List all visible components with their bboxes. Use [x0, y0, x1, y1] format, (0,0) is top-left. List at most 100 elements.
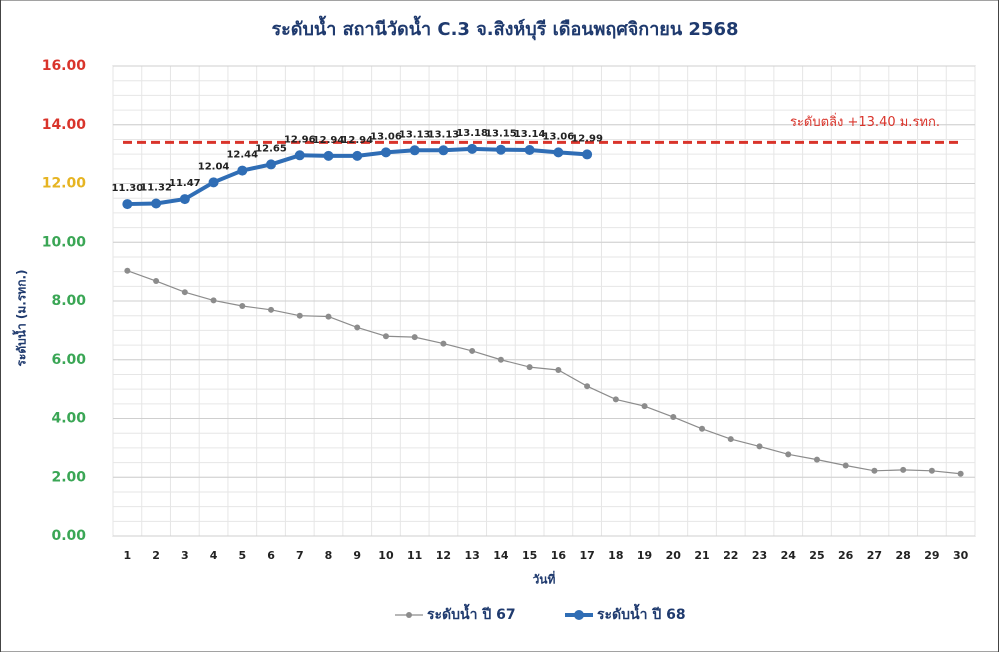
point	[555, 367, 562, 374]
x-tick-label: 30	[953, 549, 969, 562]
point	[727, 436, 734, 443]
point	[900, 466, 907, 473]
data-label: 12.65	[255, 143, 287, 154]
point	[467, 143, 478, 154]
x-tick-label: 6	[267, 549, 275, 562]
point	[380, 147, 391, 158]
y-tick-label: 6.00	[51, 352, 86, 368]
y-tick-label: 4.00	[51, 411, 86, 427]
point	[438, 145, 449, 156]
x-tick-label: 5	[238, 549, 246, 562]
data-label: 13.06	[370, 131, 402, 142]
point	[670, 414, 677, 421]
x-tick-label: 23	[752, 549, 767, 562]
data-label: 13.14	[514, 129, 546, 140]
y-tick-label: 8.00	[51, 293, 86, 309]
data-label: 13.15	[485, 129, 517, 140]
x-tick-label: 17	[579, 549, 594, 562]
data-label: 11.30	[112, 183, 144, 194]
y-tick-label: 10.00	[42, 234, 87, 250]
y-tick-label: 2.00	[51, 469, 86, 485]
data-label: 13.06	[543, 131, 575, 142]
point	[296, 312, 303, 319]
point	[382, 333, 389, 340]
point	[612, 396, 619, 403]
y-tick-label: 14.00	[42, 117, 87, 133]
y-tick-label: 12.00	[42, 176, 87, 192]
data-label: 12.04	[198, 161, 230, 172]
x-tick-label: 15	[522, 549, 537, 562]
x-tick-label: 11	[407, 549, 422, 562]
point	[294, 150, 305, 161]
point	[239, 302, 246, 309]
legend-label: ระดับน้ำ ปี 68	[597, 603, 686, 623]
point	[553, 147, 564, 158]
point	[124, 267, 131, 274]
x-tick-label: 10	[378, 549, 394, 562]
x-tick-label: 25	[809, 549, 824, 562]
x-tick-label: 12	[436, 549, 451, 562]
data-label: 13.13	[399, 129, 431, 140]
chart-title: ระดับน้ำ สถานีวัดน้ำ C.3 จ.สิงห์บุรี เดื…	[271, 15, 738, 41]
point	[957, 470, 964, 477]
x-tick-label: 24	[781, 549, 797, 562]
x-tick-label: 28	[896, 549, 911, 562]
x-tick-label: 18	[608, 549, 623, 562]
point	[237, 165, 248, 176]
point	[871, 467, 878, 474]
point	[354, 324, 361, 331]
x-tick-label: 2	[152, 549, 160, 562]
x-tick-label: 21	[694, 549, 709, 562]
data-label: 13.18	[456, 128, 488, 139]
x-tick-label: 8	[325, 549, 333, 562]
y-axis-label: ระดับน้ำ (ม.รทก.)	[12, 269, 29, 366]
x-tick-label: 22	[723, 549, 738, 562]
point	[756, 443, 763, 450]
point	[411, 334, 418, 341]
x-axis-label: วันที่	[533, 571, 556, 587]
point	[208, 177, 219, 188]
data-label: 11.47	[169, 178, 201, 189]
point	[582, 149, 593, 160]
x-tick-label: 3	[181, 549, 189, 562]
point	[641, 403, 648, 410]
data-label: 13.13	[428, 129, 460, 140]
data-label: 11.32	[140, 182, 172, 193]
point	[440, 340, 447, 347]
point	[813, 456, 820, 463]
point	[181, 289, 188, 296]
point	[266, 159, 277, 170]
x-tick-label: 29	[924, 549, 939, 562]
point	[497, 356, 504, 363]
point	[699, 425, 706, 432]
point	[323, 150, 334, 161]
point	[495, 144, 506, 155]
point	[179, 194, 190, 205]
x-tick-label: 20	[666, 549, 682, 562]
point	[524, 145, 535, 156]
reference-label: ระดับตลิ่ง +13.40 ม.รทก.	[790, 113, 940, 130]
x-tick-label: 7	[296, 549, 304, 562]
point	[469, 347, 476, 354]
point	[352, 150, 363, 161]
data-label: 12.96	[284, 134, 316, 145]
point	[151, 198, 162, 209]
point	[268, 306, 275, 313]
legend-marker	[574, 610, 584, 620]
x-tick-label: 1	[124, 549, 132, 562]
series-line	[127, 270, 961, 475]
x-tick-label: 14	[493, 549, 509, 562]
data-label: 12.94	[341, 135, 373, 146]
point	[584, 383, 591, 390]
x-tick-label: 16	[551, 549, 567, 562]
y-tick-label: 0.00	[51, 528, 86, 544]
x-tick-label: 4	[210, 549, 218, 562]
point	[409, 145, 420, 156]
x-tick-label: 27	[867, 549, 882, 562]
point	[122, 199, 133, 210]
x-tick-label: 26	[838, 549, 854, 562]
legend-marker	[406, 612, 412, 618]
y-tick-label: 16.00	[42, 58, 87, 74]
legend-label: ระดับน้ำ ปี 67	[427, 603, 516, 623]
